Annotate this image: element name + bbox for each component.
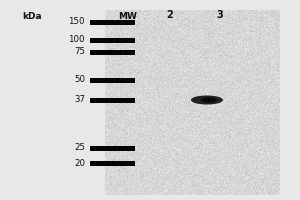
Bar: [90, 98, 135, 102]
Text: 2: 2: [167, 10, 173, 20]
Text: 150: 150: [68, 18, 85, 26]
Text: 75: 75: [74, 47, 85, 56]
Ellipse shape: [192, 96, 210, 102]
Text: 25: 25: [74, 144, 85, 152]
Text: 100: 100: [68, 36, 85, 45]
Text: 20: 20: [74, 158, 85, 168]
Bar: [90, 49, 135, 54]
Bar: [90, 20, 135, 24]
Bar: [90, 77, 135, 82]
Ellipse shape: [201, 98, 217, 102]
Text: MW: MW: [118, 12, 137, 21]
Bar: [90, 38, 135, 43]
Text: 3: 3: [217, 10, 224, 20]
Bar: [90, 146, 135, 150]
Bar: [90, 160, 135, 166]
Text: 37: 37: [74, 96, 85, 104]
Ellipse shape: [191, 96, 223, 104]
Text: kDa: kDa: [22, 12, 42, 21]
Text: 50: 50: [74, 75, 85, 84]
